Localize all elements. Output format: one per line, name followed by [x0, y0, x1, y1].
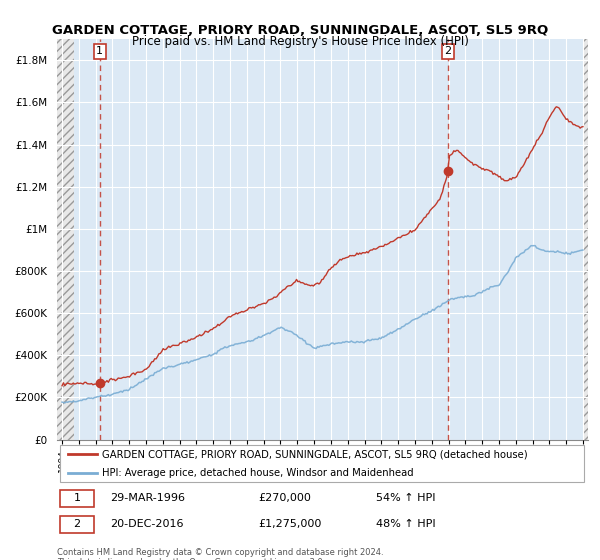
Text: Price paid vs. HM Land Registry's House Price Index (HPI): Price paid vs. HM Land Registry's House … [131, 35, 469, 48]
Text: GARDEN COTTAGE, PRIORY ROAD, SUNNINGDALE, ASCOT, SL5 9RQ (detached house): GARDEN COTTAGE, PRIORY ROAD, SUNNINGDALE… [102, 449, 528, 459]
Text: GARDEN COTTAGE, PRIORY ROAD, SUNNINGDALE, ASCOT, SL5 9RQ: GARDEN COTTAGE, PRIORY ROAD, SUNNINGDALE… [52, 24, 548, 36]
Text: 54% ↑ HPI: 54% ↑ HPI [376, 493, 435, 503]
Text: 48% ↑ HPI: 48% ↑ HPI [376, 519, 435, 529]
Text: 29-MAR-1996: 29-MAR-1996 [110, 493, 185, 503]
Text: 2: 2 [73, 519, 80, 529]
FancyBboxPatch shape [59, 516, 94, 533]
Text: 1: 1 [96, 46, 103, 57]
Bar [583, 39, 588, 440]
Text: HPI: Average price, detached house, Windsor and Maidenhead: HPI: Average price, detached house, Wind… [102, 468, 414, 478]
FancyBboxPatch shape [59, 490, 94, 507]
Text: 20-DEC-2016: 20-DEC-2016 [110, 519, 184, 529]
Text: £1,275,000: £1,275,000 [259, 519, 322, 529]
Bar [57, 39, 74, 440]
FancyBboxPatch shape [59, 445, 584, 482]
Text: 2: 2 [445, 46, 452, 57]
Text: Contains HM Land Registry data © Crown copyright and database right 2024.
This d: Contains HM Land Registry data © Crown c… [57, 548, 383, 560]
Text: £270,000: £270,000 [259, 493, 311, 503]
Text: 1: 1 [73, 493, 80, 503]
